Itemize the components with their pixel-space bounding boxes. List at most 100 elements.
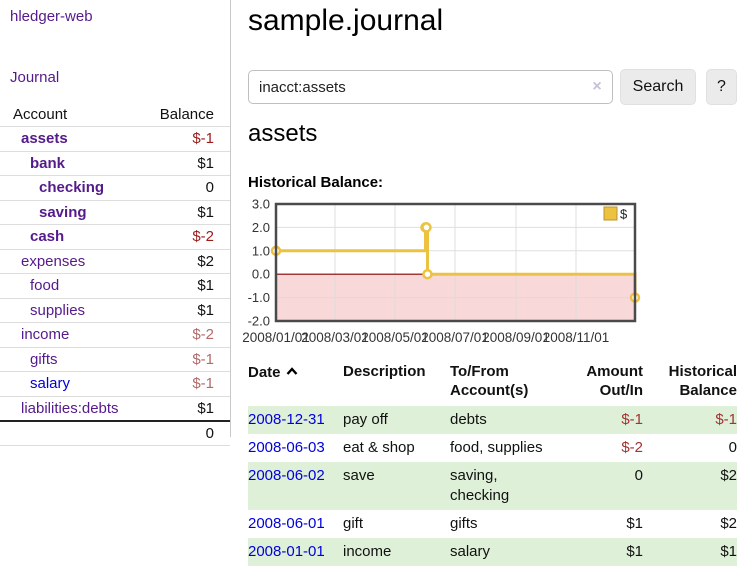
sidebar-item-journal[interactable]: Journal bbox=[10, 69, 60, 86]
account-row: checking 0 bbox=[0, 176, 230, 201]
account-link[interactable]: cash bbox=[30, 228, 65, 246]
account-name-cell: checking bbox=[0, 176, 115, 201]
account-table-header-row: Account Balance bbox=[0, 102, 230, 127]
account-balance-cell: $-2 bbox=[192, 228, 214, 246]
historical-balance-chart: $3.0 2.0 1.0 0.0 -1.0 -2.0 2008/01/01 2008/03/0… bbox=[240, 197, 740, 350]
account-name-cell: saving bbox=[0, 200, 115, 225]
transaction-date-cell: 2008-06-01 bbox=[248, 510, 343, 538]
account-balance-cell: 0 bbox=[205, 179, 214, 197]
account-column-header: Account bbox=[13, 105, 68, 123]
date-column-header[interactable]: Date bbox=[248, 360, 343, 406]
transaction-accounts-cell: food, supplies bbox=[450, 439, 543, 456]
transaction-balance-cell: $1 bbox=[643, 538, 737, 566]
description-column-header: Description bbox=[343, 363, 426, 380]
account-name-cell: gifts bbox=[0, 347, 115, 372]
transaction-description-cell: eat & shop bbox=[343, 439, 415, 456]
chart-canvas: $3.0 2.0 1.0 0.0 -1.0 -2.02008/01/012008/03/0… bbox=[242, 197, 641, 345]
account-link[interactable]: supplies bbox=[30, 301, 86, 319]
account-link[interactable]: assets bbox=[21, 130, 68, 148]
account-row: expenses $2 bbox=[0, 249, 230, 274]
balance-column-header: Historical Balance bbox=[668, 363, 737, 399]
transaction-row[interactable]: 2008-06-03 eat & shop food, supplies $-2 0 bbox=[248, 434, 737, 462]
account-balance-cell: $1 bbox=[197, 154, 214, 172]
account-row: food $1 bbox=[0, 274, 230, 299]
account-link[interactable]: expenses bbox=[21, 252, 86, 270]
clear-search-icon[interactable]: × bbox=[592, 78, 602, 95]
account-row: assets $-1 bbox=[0, 127, 230, 151]
account-link[interactable]: saving bbox=[39, 203, 87, 221]
account-balance-cell: $-1 bbox=[192, 130, 214, 148]
transaction-accounts-cell: saving, checking bbox=[450, 462, 568, 510]
search-input[interactable] bbox=[248, 70, 613, 104]
account-name-cell: salary bbox=[0, 372, 115, 397]
account-balance-cell: $-1 bbox=[192, 375, 214, 393]
account-row: liabilities:debts $1 bbox=[0, 396, 230, 421]
help-button[interactable]: ? bbox=[706, 69, 737, 105]
transaction-amount-cell: 0 bbox=[568, 462, 643, 510]
svg-text:2008/11/01: 2008/11/01 bbox=[543, 330, 610, 345]
chart-title: Historical Balance: bbox=[248, 174, 384, 191]
transaction-date-link[interactable]: 2008-06-02 bbox=[248, 467, 325, 484]
account-row: bank $1 bbox=[0, 151, 230, 176]
account-row: gifts $-1 bbox=[0, 347, 230, 372]
transaction-row[interactable]: 2008-06-02 save saving, checking 0 $2 bbox=[248, 462, 737, 510]
transaction-row[interactable]: 2008-06-01 gift gifts $1 $2 bbox=[248, 510, 737, 538]
transaction-date-link[interactable]: 2008-12-31 bbox=[248, 411, 325, 428]
transaction-amount-cell: $-1 bbox=[568, 406, 643, 434]
transaction-description-cell: pay off bbox=[343, 406, 450, 434]
account-link[interactable]: gifts bbox=[30, 350, 58, 368]
register-table: Date Description To/From Account(s) Amou… bbox=[248, 360, 737, 566]
svg-text:1.0: 1.0 bbox=[252, 243, 270, 258]
transaction-row[interactable]: 2008-12-31 pay off debts $-1 $-1 bbox=[248, 406, 737, 434]
account-name-cell: supplies bbox=[0, 298, 115, 323]
account-name-cell: food bbox=[0, 274, 115, 299]
account-balance-cell: $1 bbox=[197, 277, 214, 295]
account-name-cell: income bbox=[0, 323, 115, 348]
transaction-description-cell: save bbox=[343, 462, 450, 510]
account-link[interactable]: salary bbox=[30, 375, 71, 393]
account-balance-cell: $1 bbox=[197, 301, 214, 319]
account-balance-cell: $1 bbox=[197, 399, 214, 417]
account-row: salary $-1 bbox=[0, 372, 230, 397]
account-link[interactable]: liabilities:debts bbox=[21, 399, 119, 417]
sidebar: hledger-web Journal Account Balance asse… bbox=[0, 0, 231, 445]
accounts-total-cell: 0 bbox=[205, 424, 214, 442]
transaction-date-link[interactable]: 2008-01-01 bbox=[248, 543, 325, 560]
transaction-row[interactable]: 2008-01-01 income salary $1 $1 bbox=[248, 538, 737, 566]
account-balance-cell: $1 bbox=[197, 203, 214, 221]
transaction-date-cell: 2008-06-03 bbox=[248, 434, 343, 462]
transaction-description-cell: income bbox=[343, 538, 450, 566]
account-link[interactable]: income bbox=[21, 326, 70, 344]
page-title: sample.journal bbox=[248, 4, 444, 37]
svg-text:2008/03/01: 2008/03/01 bbox=[301, 330, 369, 345]
account-balance-cell: $2 bbox=[197, 252, 214, 270]
account-balance-table: Account Balance assets $-1 bank $1 checking 0… bbox=[0, 102, 230, 446]
amount-column-header: Amount Out/In bbox=[586, 363, 643, 399]
transaction-accounts-cell: debts bbox=[450, 406, 568, 434]
account-name-cell: bank bbox=[0, 151, 115, 176]
account-balance-cell: $-1 bbox=[192, 350, 214, 368]
transaction-description-cell: gift bbox=[343, 515, 364, 532]
account-row: income $-2 bbox=[0, 323, 230, 348]
account-balance-cell: $-2 bbox=[192, 326, 214, 344]
account-link[interactable]: food bbox=[30, 277, 60, 295]
svg-text:-2.0: -2.0 bbox=[248, 314, 270, 329]
transaction-amount-cell: $1 bbox=[626, 515, 643, 532]
total-spacer-cell bbox=[0, 421, 115, 446]
search-button[interactable]: Search bbox=[620, 69, 696, 105]
svg-text:$: $ bbox=[620, 207, 628, 222]
transaction-balance-cell: $2 bbox=[720, 515, 737, 532]
transaction-date-link[interactable]: 2008-06-01 bbox=[248, 515, 325, 532]
svg-text:2008/09/01: 2008/09/01 bbox=[482, 330, 550, 345]
transaction-date-link[interactable]: 2008-06-03 bbox=[248, 439, 325, 456]
accounts-total-row: 0 bbox=[0, 420, 230, 446]
account-link[interactable]: bank bbox=[30, 154, 66, 172]
balance-column-header: Balance bbox=[159, 105, 214, 123]
transaction-balance-cell: 0 bbox=[728, 439, 737, 456]
account-page-title: assets bbox=[248, 120, 318, 147]
accounts-column-header: To/From Account(s) bbox=[450, 363, 529, 399]
transaction-date-cell: 2008-12-31 bbox=[248, 406, 343, 434]
account-link[interactable]: checking bbox=[39, 179, 105, 197]
app-brand-link[interactable]: hledger-web bbox=[10, 8, 93, 25]
svg-text:2008/05/01: 2008/05/01 bbox=[361, 330, 429, 345]
